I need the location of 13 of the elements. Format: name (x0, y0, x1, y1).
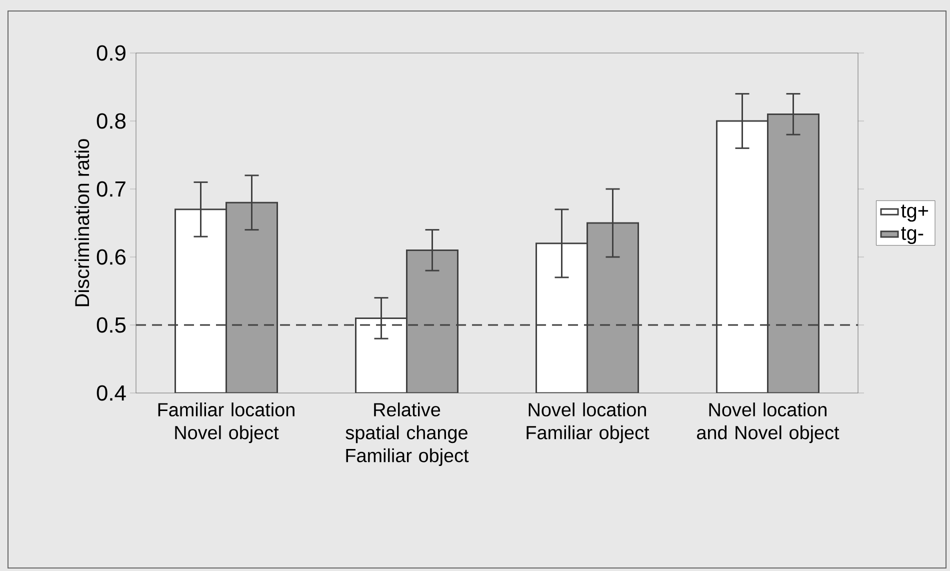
y-tick-label: 0.6 (96, 249, 126, 265)
x-tick-label: Relative spatial change Familiar object (346, 402, 469, 466)
y-tick-label: 0.9 (96, 45, 126, 61)
x-tick-label: Novel location Familiar object (526, 402, 650, 444)
y-tick-label: 0.5 (96, 317, 126, 333)
y-tick-label: 0.8 (96, 113, 126, 129)
y-axis-title: Discrimination ratio (74, 139, 90, 306)
y-tick-label: 0.4 (96, 385, 126, 401)
legend-label: tg- (901, 227, 924, 244)
x-tick-label: Familiar location Novel object (158, 402, 294, 444)
y-tick-label: 0.7 (96, 181, 126, 197)
x-tick-label: Novel location and Novel object (697, 402, 840, 444)
legend-label: tg+ (901, 204, 928, 222)
